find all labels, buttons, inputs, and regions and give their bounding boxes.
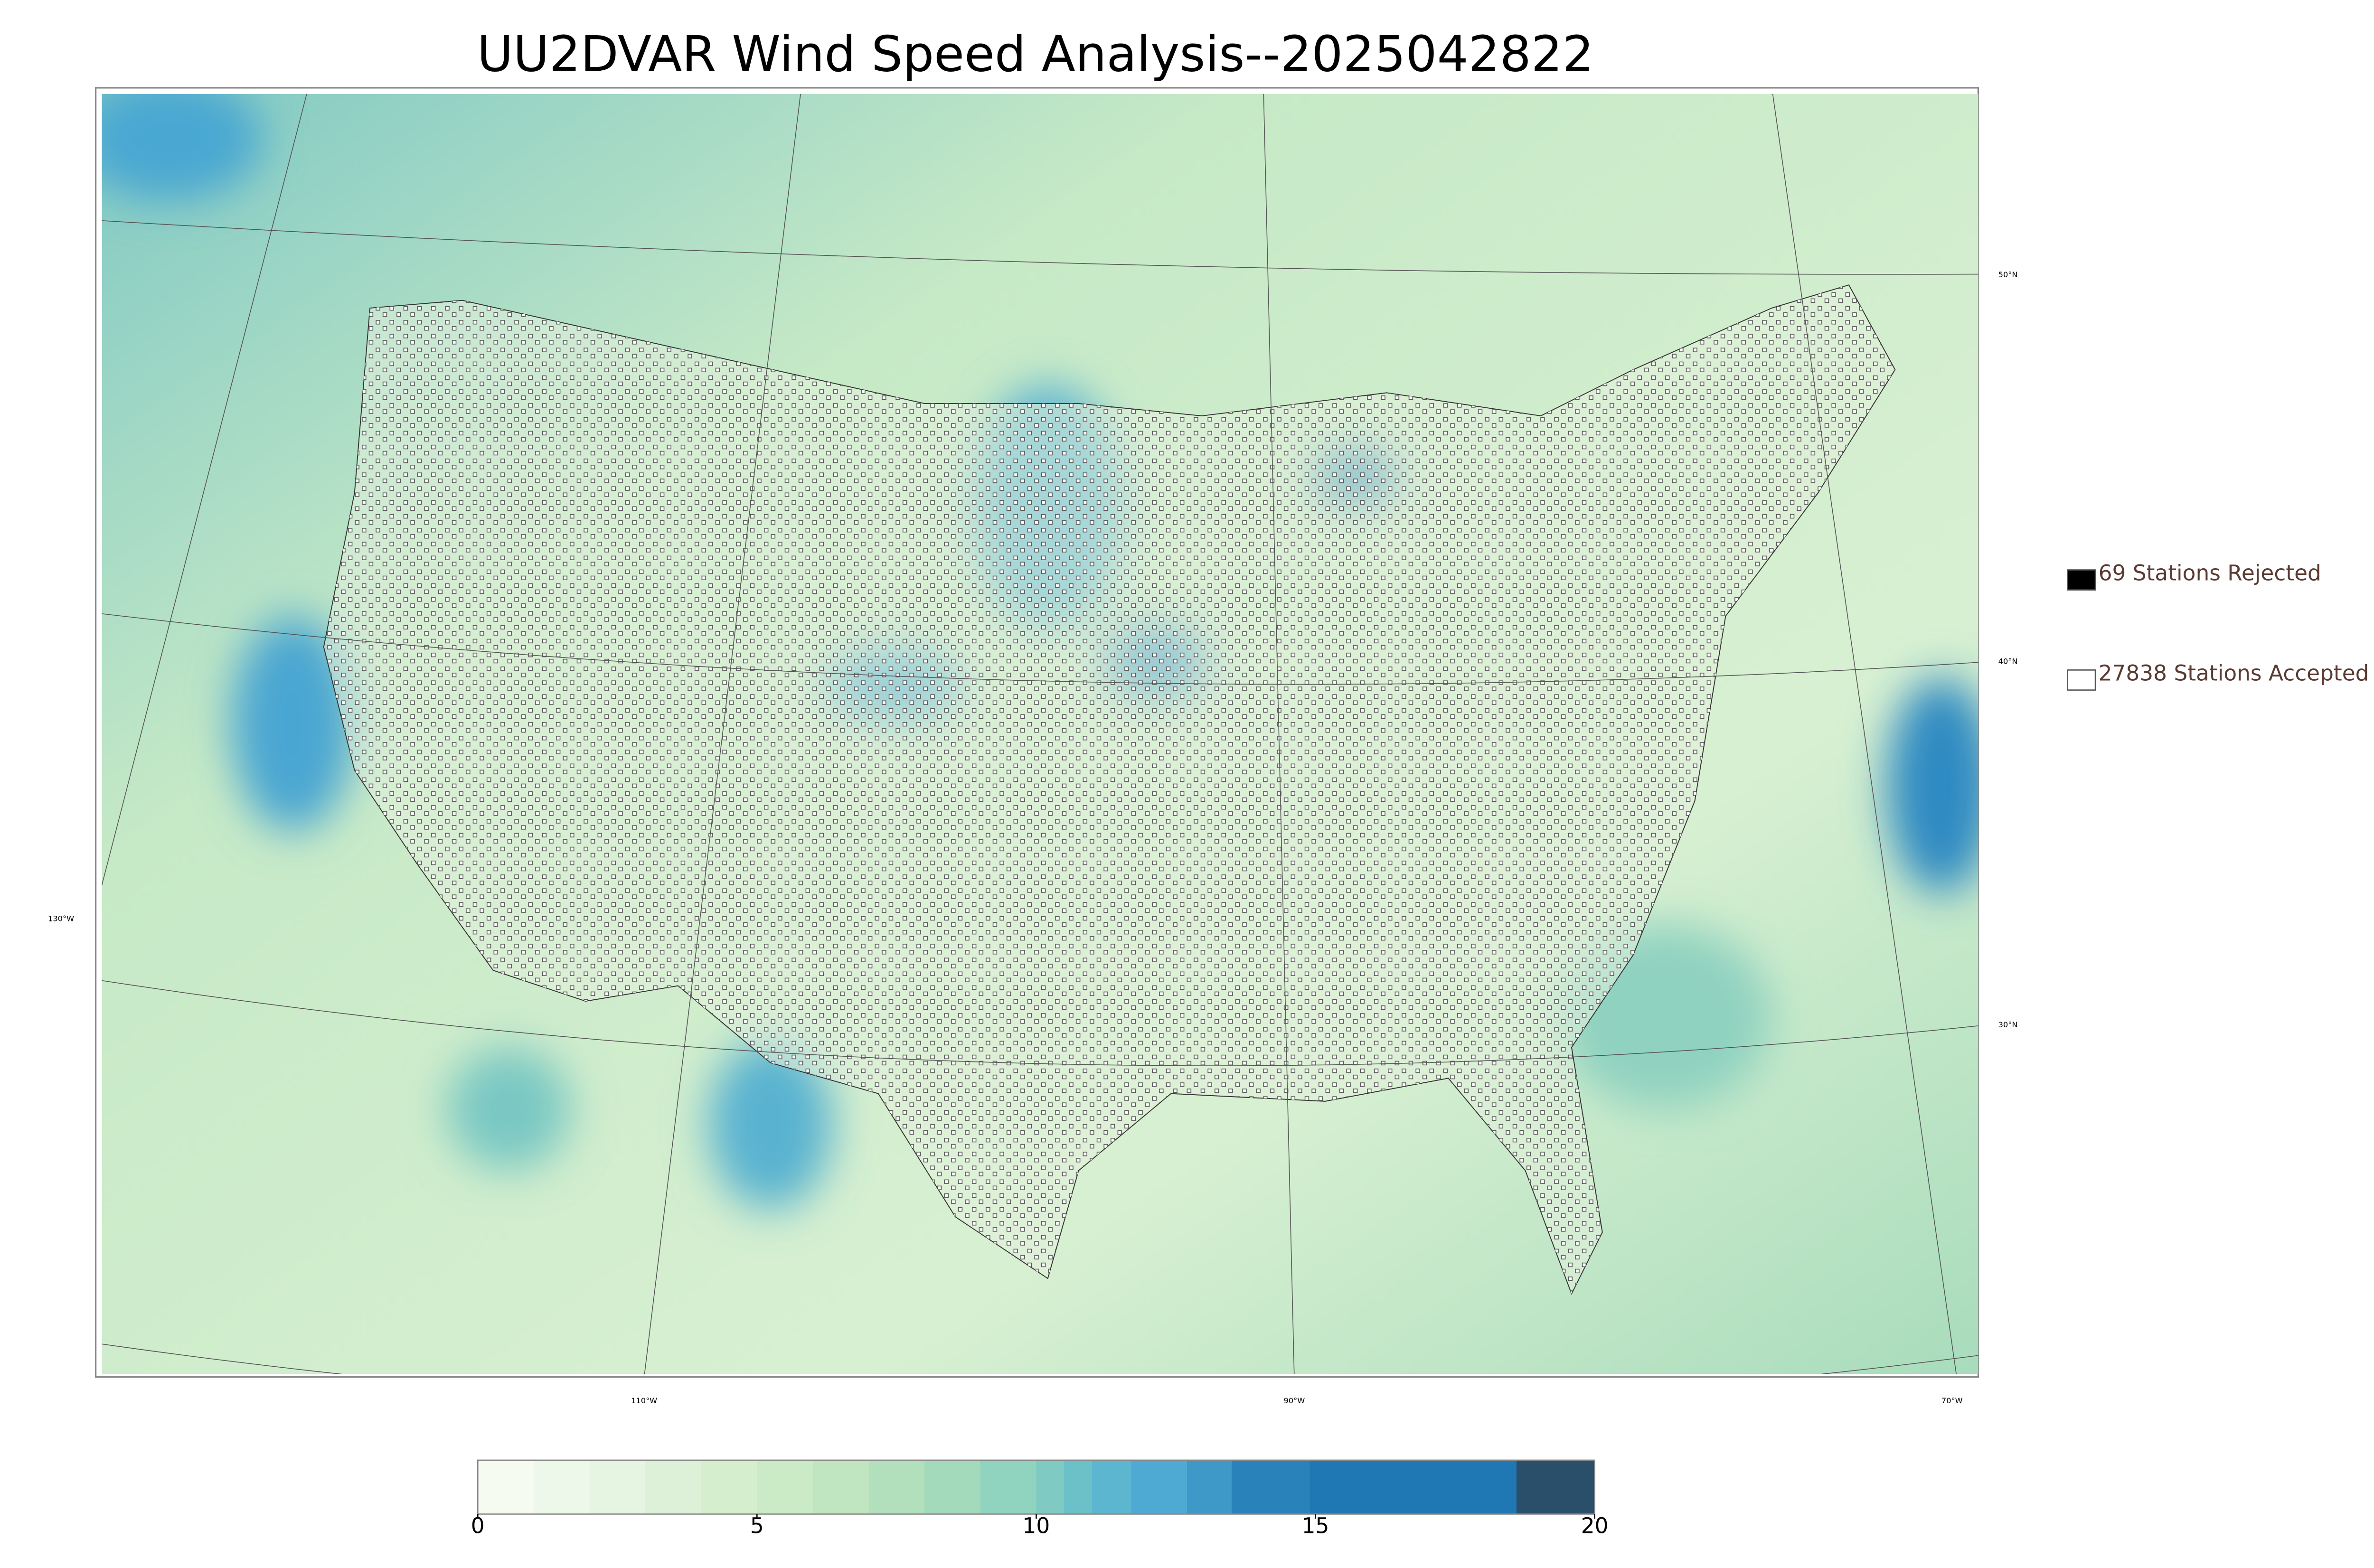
colorbar-segment: [1036, 1460, 1065, 1514]
colorbar-segment: [757, 1460, 813, 1514]
legend-label: 27838 Stations Accepted: [2099, 661, 2369, 686]
colorbar-segment: [1064, 1460, 1093, 1514]
map: [102, 94, 1978, 1374]
colorbar-segment: [701, 1460, 758, 1514]
legend-label: 69 Stations Rejected: [2099, 561, 2321, 586]
colorbar-segment: [868, 1460, 925, 1514]
station-markers: [323, 285, 1895, 1294]
map-title: UU2DVAR Wind Speed Analysis--2025042822: [477, 26, 1594, 83]
lat-label: 30°N: [1998, 1020, 2018, 1029]
colorbar-segment: [1232, 1460, 1310, 1514]
colorbar-segment: [589, 1460, 646, 1514]
colorbar-segment: [924, 1460, 981, 1514]
colorbar-segment: [1309, 1460, 1517, 1514]
colorbar: 0 5 10 15 20: [471, 1459, 1609, 1539]
lon-label: 70°W: [1941, 1396, 1963, 1405]
lat-label: 40°N: [1998, 657, 2018, 666]
colorbar-segment: [812, 1460, 869, 1514]
lon-label: 130°W: [48, 914, 74, 923]
colorbar-segment: [1092, 1460, 1132, 1514]
lon-label: 90°W: [1284, 1396, 1305, 1405]
legend-swatch: [2067, 669, 2096, 691]
lat-label: 50°N: [1998, 270, 2018, 279]
colorbar-segment: [533, 1460, 590, 1514]
colorbar-tick-label: 15: [1302, 1513, 1329, 1539]
colorbar-segment: [478, 1460, 534, 1514]
colorbar-segment: [980, 1460, 1037, 1514]
colorbar-tick-label: 10: [1023, 1513, 1050, 1539]
colorbar-segment: [1187, 1460, 1233, 1514]
legend: 69 Stations Rejected 27838 Stations Accep…: [2067, 561, 2369, 691]
lon-label: 110°W: [631, 1396, 657, 1405]
colorbar-segment: [1516, 1460, 1595, 1514]
colorbar-tick-label: 0: [471, 1513, 485, 1539]
colorbar-tick-label: 20: [1581, 1513, 1609, 1539]
legend-swatch: [2067, 569, 2096, 591]
colorbar-segment: [1131, 1460, 1187, 1514]
graticule: [102, 94, 1978, 1374]
colorbar-segment: [645, 1460, 702, 1514]
colorbar-tick-label: 5: [750, 1513, 764, 1539]
